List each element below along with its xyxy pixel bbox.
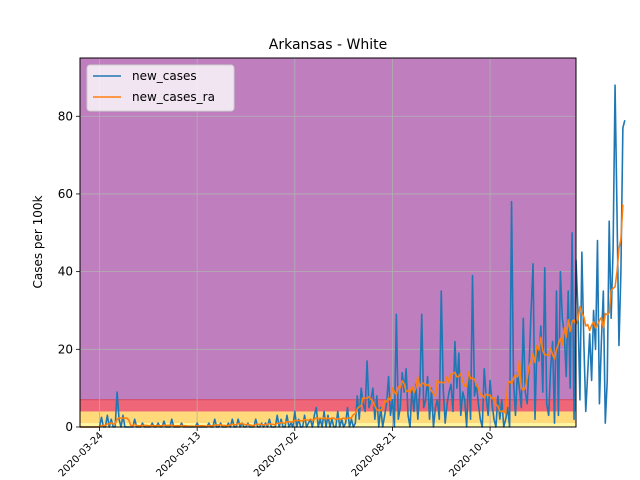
x-axis-ticks: 2020-03-24 2020-05-13 2020-07-02 2020-08-21… (57, 427, 496, 479)
background-bands (80, 58, 576, 427)
band-3 (80, 58, 576, 400)
y-axis-label: Cases per 100k (31, 195, 45, 288)
y-tick-label: 20 (58, 342, 73, 356)
x-tick-label: 2020-05-13 (154, 430, 203, 479)
legend-box (86, 64, 235, 112)
plot-frame (79, 57, 577, 428)
y-tick-label: 40 (58, 265, 73, 279)
y-axis-ticks: 0 20 40 60 80 (58, 109, 80, 434)
band-2 (80, 399, 576, 412)
legend: new_cases new_cases_ra (86, 64, 235, 112)
series-line-new_cases (80, 84, 626, 428)
x-tick-label: 2020-07-02 (252, 430, 301, 479)
y-tick-label: 60 (58, 187, 73, 201)
x-tick-label: 2020-08-21 (350, 430, 399, 479)
chart-title: Arkansas - White (269, 37, 387, 53)
legend-label-new_cases: new_cases (132, 69, 197, 83)
x-tick-label: 2020-03-24 (57, 430, 106, 479)
series-lines (80, 84, 626, 428)
legend-label-new_cases_ra: new_cases_ra (132, 90, 215, 104)
series-line-new_cases_ra (80, 204, 624, 428)
x-tick-label: 2020-10-10 (447, 430, 496, 479)
y-tick-label: 80 (58, 109, 73, 123)
y-tick-label: 0 (65, 420, 73, 434)
band-0 (80, 423, 576, 427)
